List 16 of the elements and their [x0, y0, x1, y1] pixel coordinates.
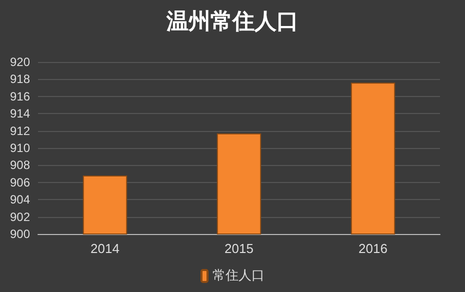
y-tick-label: 918 — [10, 72, 30, 86]
y-tick-label: 914 — [10, 106, 30, 121]
chart-title: 温州常住人口 — [166, 10, 298, 34]
y-tick-label: 910 — [10, 141, 30, 155]
y-tick-label: 906 — [10, 175, 30, 190]
y-tick-label: 908 — [10, 158, 30, 172]
y-tick-label: 920 — [10, 55, 30, 69]
x-tick-label: 2016 — [358, 241, 388, 256]
y-tick-label: 904 — [10, 192, 30, 207]
y-tick-label: 912 — [10, 124, 30, 138]
legend-label: 常住人口 — [212, 268, 264, 284]
y-tick-label: 900 — [10, 227, 30, 241]
x-tick-label: 2014 — [90, 241, 120, 256]
x-tick-label: 2015 — [224, 241, 254, 256]
y-tick-label: 902 — [10, 210, 30, 224]
y-tick-label: 916 — [10, 89, 30, 104]
